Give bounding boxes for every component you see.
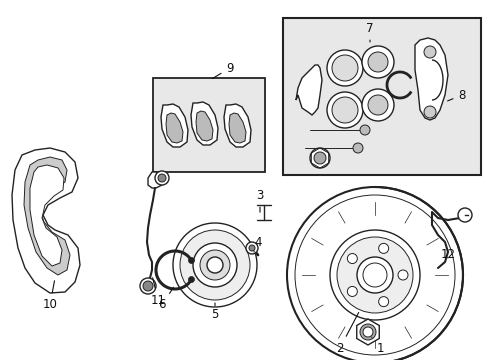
Circle shape [423,46,435,58]
Polygon shape [30,165,64,266]
Text: 12: 12 [440,248,454,261]
Circle shape [356,257,392,293]
Circle shape [155,171,169,185]
Polygon shape [414,38,447,120]
Circle shape [336,237,412,313]
Text: 11: 11 [150,278,165,306]
Circle shape [331,97,357,123]
Text: 5: 5 [211,303,218,321]
Circle shape [423,106,435,118]
Circle shape [188,257,194,264]
Text: 4: 4 [253,235,261,252]
Circle shape [193,243,237,287]
Circle shape [248,245,254,251]
Circle shape [367,95,387,115]
Circle shape [294,195,454,355]
Bar [283,18,480,175]
Bar [153,78,264,172]
Circle shape [352,143,362,153]
Text: 9: 9 [212,62,233,78]
Circle shape [378,243,388,253]
Circle shape [359,324,375,340]
Polygon shape [24,157,70,275]
Polygon shape [161,104,187,147]
Circle shape [142,281,153,291]
Circle shape [245,242,258,254]
Circle shape [180,230,249,300]
Circle shape [286,187,462,360]
Text: 7: 7 [366,22,373,42]
Polygon shape [228,113,245,143]
Circle shape [158,174,165,182]
Circle shape [140,278,156,294]
Circle shape [309,148,329,168]
Polygon shape [191,102,218,145]
Circle shape [367,52,387,72]
Text: 8: 8 [447,89,465,102]
Text: 10: 10 [42,281,57,311]
Text: 6: 6 [158,287,173,311]
Circle shape [313,152,325,164]
Circle shape [346,253,357,264]
Polygon shape [165,113,183,143]
Polygon shape [12,148,80,293]
Circle shape [361,46,393,78]
Circle shape [359,125,369,135]
Polygon shape [148,172,162,188]
Text: 1: 1 [371,337,383,355]
Circle shape [331,55,357,81]
Circle shape [326,50,362,86]
Circle shape [397,270,407,280]
Circle shape [206,257,223,273]
Circle shape [457,208,471,222]
Circle shape [188,276,194,283]
Circle shape [346,287,357,296]
Polygon shape [356,319,379,345]
Circle shape [362,327,372,337]
Circle shape [173,223,257,307]
Circle shape [378,297,388,307]
Circle shape [326,92,362,128]
Circle shape [329,230,419,320]
Text: 3: 3 [256,189,263,212]
Circle shape [200,250,229,280]
Circle shape [361,89,393,121]
Circle shape [362,263,386,287]
Polygon shape [224,104,250,147]
Polygon shape [295,65,321,115]
Polygon shape [196,111,213,141]
Text: 2: 2 [336,312,358,355]
